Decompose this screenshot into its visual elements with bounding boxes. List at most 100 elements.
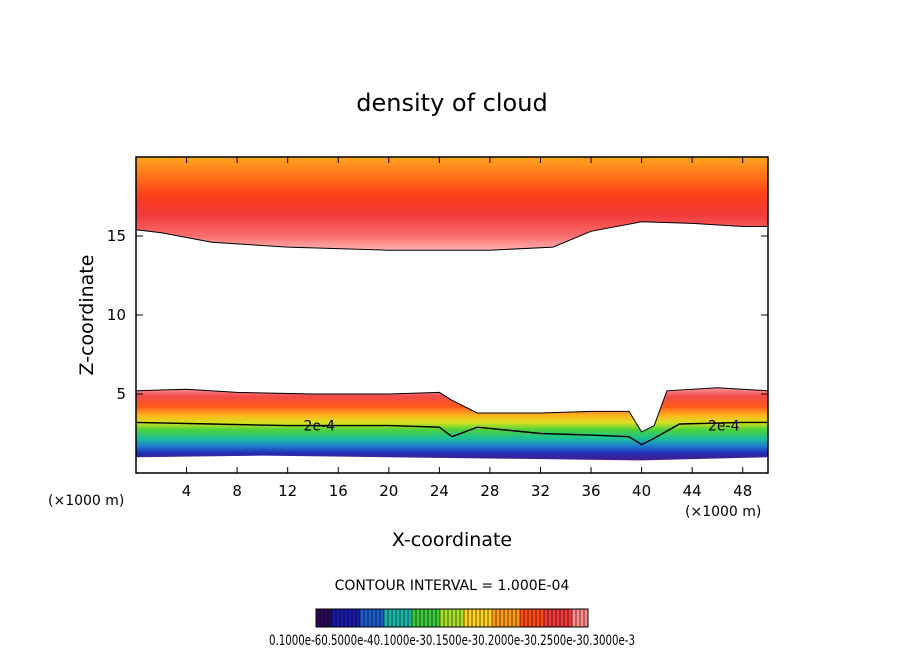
colorbar-swatch [536,609,541,627]
y-tick-label: 5 [116,385,126,403]
upper-cloud-layer [136,157,768,251]
colorbar [315,609,589,627]
colorbar-swatch [364,609,369,627]
x-tick-label: 32 [531,482,550,500]
colorbar-swatch [580,609,585,627]
colorbar-swatch [432,609,437,627]
x-unit-label-left: (×1000 m) [48,493,124,509]
colorbar-swatch [492,609,497,627]
colorbar-swatch [388,609,393,627]
x-tick-label: 8 [232,482,242,500]
x-unit-label-right: (×1000 m) [685,504,761,520]
colorbar-swatch [376,609,381,627]
colorbar-swatch [476,609,481,627]
colorbar-swatch [424,609,429,627]
colorbar-swatch [504,609,509,627]
lower-cloud-edge-contour [136,387,768,433]
colorbar-swatch [488,609,493,627]
colorbar-swatch [564,609,569,627]
colorbar-swatch [480,609,485,627]
colorbar-swatch [460,609,465,627]
colorbar-swatch [384,609,389,627]
plot-area: 2e-4 2e-4 [136,157,768,461]
colorbar-swatch [372,609,377,627]
colorbar-swatch [572,609,577,627]
x-tick-label: 4 [182,482,192,500]
x-tick-label: 36 [581,482,600,500]
y-tick-label: 10 [107,306,126,324]
colorbar-swatch [556,609,561,627]
colorbar-swatch [400,609,405,627]
colorbar-swatch [324,609,329,627]
colorbar-swatch [512,609,517,627]
x-axis-label: X-coordinate [392,529,512,551]
colorbar-swatch [528,609,533,627]
colorbar-swatch [360,609,365,627]
colorbar-swatch [524,609,529,627]
colorbar-swatch [500,609,505,627]
colorbar-swatch [336,609,341,627]
colorbar-swatch [540,609,545,627]
contour-label: 2e-4 [304,419,336,435]
y-tick-label: 15 [107,227,126,245]
y-axis-label: Z-coordinate [76,255,98,376]
colorbar-swatch [516,609,521,627]
colorbar-labels: 0.1000e-60.5000e-40.1000e-30.1500e-30.20… [269,633,635,649]
x-tick-label: 28 [480,482,499,500]
colorbar-swatch [428,609,433,627]
chart-title: density of cloud [356,89,547,117]
x-tick-label: 44 [683,482,702,500]
colorbar-swatch [348,609,353,627]
colorbar-swatch [468,609,473,627]
colorbar-swatch [544,609,549,627]
colorbar-swatch [416,609,421,627]
colorbar-swatch [380,609,385,627]
y-axis-ticks: 5 10 15 [107,227,768,403]
colorbar-swatch [548,609,553,627]
colorbar-swatch [452,609,457,627]
colorbar-swatch [440,609,445,627]
colorbar-swatch [444,609,449,627]
colorbar-swatch [320,609,325,627]
colorbar-swatch [368,609,373,627]
colorbar-swatch [392,609,397,627]
lower-cloud-layer [136,387,768,461]
colorbar-swatch [344,609,349,627]
colorbar-swatch [464,609,469,627]
colorbar-swatch [316,609,321,627]
x-axis-ticks: 4 8 12 16 20 24 28 32 36 40 44 48 [182,157,752,500]
colorbar-swatch [472,609,477,627]
contour-line-2e-4 [136,421,768,446]
colorbar-swatch [408,609,413,627]
colorbar-frame [315,608,589,628]
x-tick-label: 20 [379,482,398,500]
colorbar-swatch [356,609,361,627]
x-tick-label: 40 [632,482,651,500]
colorbar-swatch [420,609,425,627]
colorbar-swatch [404,609,409,627]
colorbar-swatch [552,609,557,627]
colorbar-swatch [448,609,453,627]
colorbar-swatch [352,609,357,627]
colorbar-swatch [584,609,589,627]
upper-cloud-edge-contour [136,221,768,251]
contour-labels: 2e-4 2e-4 [304,419,740,435]
colorbar-swatch [412,609,417,627]
colorbar-swatch [332,609,337,627]
colorbar-swatch [340,609,345,627]
colorbar-swatch [520,609,525,627]
x-tick-label: 16 [329,482,348,500]
colorbar-swatch [568,609,573,627]
contour-interval-text: CONTOUR INTERVAL = 1.000E-04 [335,578,570,594]
colorbar-swatch [456,609,461,627]
colorbar-swatch [328,609,333,627]
colorbar-swatch [436,609,441,627]
colorbar-swatch [484,609,489,627]
colorbar-swatch [396,609,401,627]
x-tick-label: 12 [278,482,297,500]
colorbar-swatch [560,609,565,627]
contour-label: 2e-4 [708,419,740,435]
colorbar-swatch [532,609,537,627]
colorbar-swatch [508,609,513,627]
